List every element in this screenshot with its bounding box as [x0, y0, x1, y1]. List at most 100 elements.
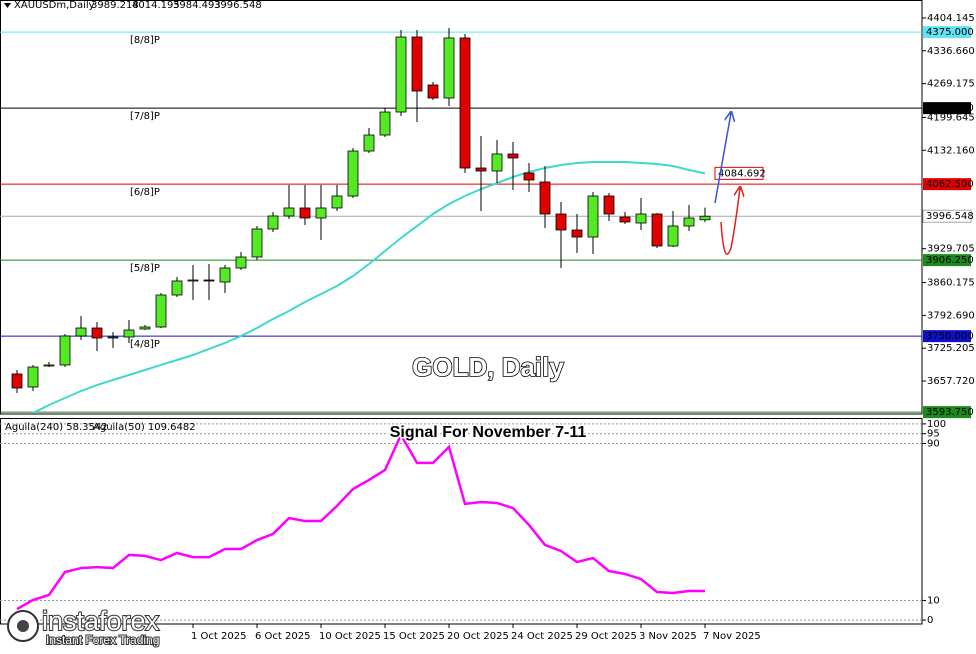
indicator-legend: Aguila(50) 109.6482: [93, 422, 196, 433]
candle-body: [43, 364, 55, 367]
candle-body: [107, 336, 119, 339]
x-tick-label: 10 Oct 2025: [319, 631, 381, 642]
indicator-line: [16, 432, 705, 611]
level-label: [5/8]P: [130, 263, 160, 274]
symbol-menu-arrow: [4, 3, 11, 8]
header-high: 4014.195: [132, 0, 180, 11]
candle-body: [203, 279, 215, 282]
indicator-title: Signal For November 7-11: [390, 424, 587, 441]
price-box-label: 4375.000: [926, 27, 974, 38]
candle-body: [155, 294, 167, 328]
y-tick-label: 4269.175: [927, 79, 975, 90]
x-tick-label: 3 Nov 2025: [639, 631, 697, 642]
candle-body: [635, 213, 647, 224]
price-box-label: 3906.250: [926, 255, 974, 266]
candle-body: [651, 213, 663, 247]
price-box: [923, 26, 971, 39]
ma-value-label: 4084.692: [718, 168, 766, 179]
candle-body: [523, 172, 535, 181]
price-box: [923, 178, 971, 191]
candle-body: [171, 280, 183, 296]
moving-average: [32, 161, 706, 414]
x-tick-label: 15 Oct 2025: [383, 631, 445, 642]
candle-body: [91, 327, 103, 339]
candle-body: [59, 335, 71, 366]
price-box: [923, 330, 971, 343]
candle-body: [443, 37, 455, 99]
candle-body: [27, 366, 39, 388]
candle-body: [267, 215, 279, 230]
y-tick-label: 4132.160: [927, 145, 975, 156]
header-close: 3996.548: [214, 0, 262, 11]
header-low: 3984.493: [173, 0, 221, 11]
y-tick-label: 10: [927, 595, 940, 606]
forecast-arrow-bounce: [720, 188, 740, 255]
symbol: XAUUSDm,Daily: [14, 0, 95, 11]
level-label: [8/8]P: [130, 35, 160, 46]
candle-body: [187, 279, 199, 282]
candle-body: [347, 150, 359, 197]
ma-value-box: [714, 166, 764, 180]
candle-body: [75, 327, 87, 337]
candle-body: [699, 215, 711, 221]
brand: instaforex: [42, 606, 160, 636]
candle-body: [315, 207, 327, 219]
y-tick-label: 4199.645: [927, 112, 975, 123]
x-tick-label: 6 Oct 2025: [255, 631, 310, 642]
main-plot: [8/8]P[7/8]P[6/8]P[5/8]P[4/8]P[3/8]P: [0, 28, 922, 414]
candle-body: [603, 195, 615, 215]
candle-body: [123, 329, 135, 338]
price-box: [923, 406, 971, 419]
candle-body: [251, 228, 263, 258]
price-box-label: 3593.750: [926, 407, 974, 418]
x-tick-label: 29 Oct 2025: [575, 631, 637, 642]
candle-body: [379, 111, 391, 136]
candle-body: [667, 225, 679, 247]
x-tick-label: 20 Oct 2025: [447, 631, 509, 642]
candle-body: [555, 213, 567, 231]
main-panel-frame: [0, 0, 923, 415]
price-box-label: 3996.548: [926, 211, 974, 222]
price-box-label: 4062.500: [926, 179, 974, 190]
candle-body: [619, 216, 631, 223]
indicator-legend: Aguila(240) 58.3542: [5, 422, 108, 433]
candle-body: [11, 373, 23, 389]
logo-core: [17, 620, 29, 632]
y-tick-label: 90: [927, 439, 940, 450]
tagline: Instant Forex Trading: [46, 633, 159, 647]
forecast-arrow-up: [714, 113, 731, 204]
candle-body: [411, 36, 423, 92]
candle-body: [491, 153, 503, 172]
x-tick-label: 24 Oct 2025: [511, 631, 573, 642]
level-label: [7/8]P: [130, 111, 160, 122]
x-tick-label: 7 Nov 2025: [703, 631, 761, 642]
price-box-label: 3750.000: [926, 331, 974, 342]
watermark: instaforex Instant Forex Trading: [7, 605, 161, 648]
candle-body: [587, 195, 599, 238]
candle-body: [331, 195, 343, 209]
y-tick-label: 95: [927, 429, 940, 440]
candle-body: [427, 84, 439, 99]
price-box: [923, 102, 971, 115]
y-tick-label: 4404.145: [927, 13, 975, 24]
candle-body: [363, 134, 375, 152]
chart-title: GOLD, Daily: [412, 352, 564, 382]
candle-body: [475, 167, 487, 172]
candle-body: [539, 181, 551, 215]
header-open: 3989.218: [91, 0, 139, 11]
y-tick-label: 100: [927, 419, 946, 430]
y-tick-label: 0: [927, 615, 933, 626]
y-tick-label: 4336.660: [927, 46, 975, 57]
y-tick-label: 3929.705: [927, 244, 975, 255]
candle-body: [395, 36, 407, 113]
y-tick-label: 3657.720: [927, 376, 975, 387]
candle-body: [571, 229, 583, 238]
y-tick-label: 3860.175: [927, 278, 975, 289]
x-tick-label: 1 Oct 2025: [191, 631, 246, 642]
indicator-plot: [0, 423, 922, 621]
y-tick-label: 3725.205: [927, 343, 975, 354]
candle-body: [683, 217, 695, 227]
candle-body: [139, 326, 151, 330]
